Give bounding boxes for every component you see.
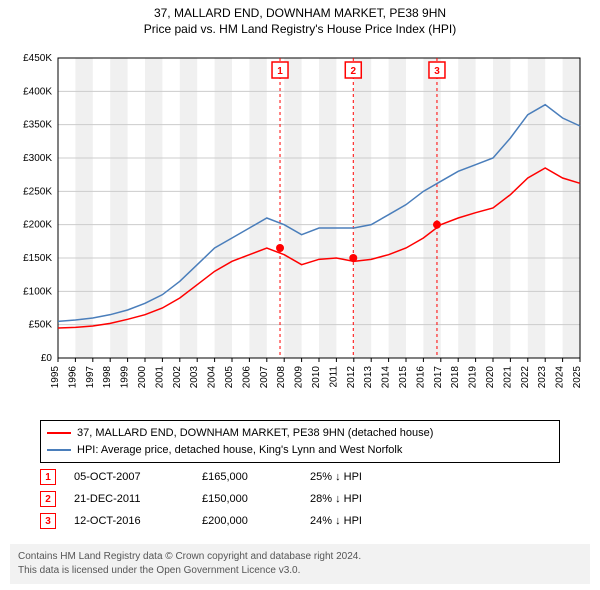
svg-text:£200K: £200K (23, 220, 52, 231)
svg-text:£0: £0 (41, 353, 53, 364)
svg-text:2011: 2011 (328, 366, 339, 388)
sale-row: 1 05-OCT-2007 £165,000 25% ↓ HPI (40, 466, 560, 488)
svg-text:2007: 2007 (259, 366, 270, 389)
sale-date: 12-OCT-2016 (74, 515, 184, 527)
legend: 37, MALLARD END, DOWNHAM MARKET, PE38 9H… (40, 420, 560, 463)
sale-marker-icon: 2 (40, 491, 56, 507)
sale-diff: 25% ↓ HPI (310, 471, 430, 483)
svg-text:2015: 2015 (398, 366, 409, 389)
sale-marker-icon: 1 (40, 469, 56, 485)
svg-text:£50K: £50K (29, 320, 53, 331)
svg-text:1999: 1999 (120, 366, 131, 389)
legend-label: 37, MALLARD END, DOWNHAM MARKET, PE38 9H… (77, 425, 433, 442)
svg-text:£300K: £300K (23, 153, 52, 164)
svg-text:2001: 2001 (154, 366, 165, 389)
attribution: Contains HM Land Registry data © Crown c… (10, 544, 590, 584)
svg-text:3: 3 (434, 66, 440, 77)
svg-text:£350K: £350K (23, 120, 52, 131)
page-subtitle: Price paid vs. HM Land Registry's House … (0, 22, 600, 36)
svg-text:1996: 1996 (67, 366, 78, 389)
svg-text:2019: 2019 (468, 366, 479, 389)
sales-table: 1 05-OCT-2007 £165,000 25% ↓ HPI 2 21-DEC-201… (40, 466, 560, 532)
attribution-line1: Contains HM Land Registry data © Crown c… (18, 550, 582, 564)
price-chart: £0 £50K £100K £150K £200K £250K £300K £350K £400… (10, 48, 590, 408)
svg-text:2025: 2025 (572, 366, 583, 389)
legend-label: HPI: Average price, detached house, King… (77, 442, 402, 459)
svg-text:2006: 2006 (241, 366, 252, 389)
svg-text:2003: 2003 (189, 366, 200, 389)
title-block: 37, MALLARD END, DOWNHAM MARKET, PE38 9H… (0, 0, 600, 36)
svg-text:£450K: £450K (23, 53, 52, 64)
sale-price: £200,000 (202, 515, 292, 527)
legend-swatch (47, 432, 71, 434)
legend-swatch (47, 449, 71, 451)
svg-text:£250K: £250K (23, 186, 52, 197)
page-title: 37, MALLARD END, DOWNHAM MARKET, PE38 9H… (0, 6, 600, 20)
svg-text:2013: 2013 (363, 366, 374, 389)
svg-text:2024: 2024 (555, 366, 566, 389)
sale-row: 3 12-OCT-2016 £200,000 24% ↓ HPI (40, 510, 560, 532)
svg-text:2023: 2023 (537, 366, 548, 389)
svg-text:2004: 2004 (207, 366, 218, 389)
sale-date: 21-DEC-2011 (74, 493, 184, 505)
svg-text:2020: 2020 (485, 366, 496, 389)
svg-text:£100K: £100K (23, 286, 52, 297)
svg-text:1997: 1997 (85, 366, 96, 389)
svg-text:2016: 2016 (415, 366, 426, 389)
svg-text:2000: 2000 (137, 366, 148, 389)
svg-text:2014: 2014 (381, 366, 392, 389)
svg-text:2017: 2017 (433, 366, 444, 389)
sale-diff: 24% ↓ HPI (310, 515, 430, 527)
svg-text:2022: 2022 (520, 366, 531, 389)
svg-text:2012: 2012 (346, 366, 357, 389)
legend-row: HPI: Average price, detached house, King… (47, 442, 553, 459)
svg-text:2009: 2009 (294, 366, 305, 389)
svg-text:1998: 1998 (102, 366, 113, 389)
sale-date: 05-OCT-2007 (74, 471, 184, 483)
sale-marker-icon: 3 (40, 513, 56, 529)
svg-text:£150K: £150K (23, 253, 52, 264)
svg-text:2018: 2018 (450, 366, 461, 389)
attribution-line2: This data is licensed under the Open Gov… (18, 564, 582, 578)
svg-text:2010: 2010 (311, 366, 322, 389)
svg-text:2002: 2002 (172, 366, 183, 389)
sale-price: £165,000 (202, 471, 292, 483)
svg-text:2021: 2021 (502, 366, 513, 389)
chart-svg: £0 £50K £100K £150K £200K £250K £300K £350K £400… (10, 48, 590, 408)
svg-text:1: 1 (277, 66, 283, 77)
legend-row: 37, MALLARD END, DOWNHAM MARKET, PE38 9H… (47, 425, 553, 442)
svg-text:2005: 2005 (224, 366, 235, 389)
svg-text:2008: 2008 (276, 366, 287, 389)
sale-diff: 28% ↓ HPI (310, 493, 430, 505)
sale-row: 2 21-DEC-2011 £150,000 28% ↓ HPI (40, 488, 560, 510)
svg-text:2: 2 (350, 66, 356, 77)
svg-text:1995: 1995 (50, 366, 61, 389)
svg-text:£400K: £400K (23, 86, 52, 97)
sale-price: £150,000 (202, 493, 292, 505)
